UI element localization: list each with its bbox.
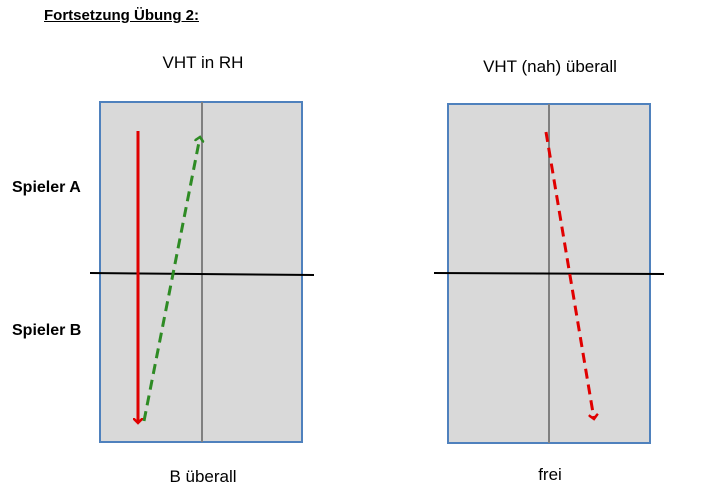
- table-1-caption: B überall: [169, 467, 237, 486]
- table-2-net: [433, 272, 665, 275]
- table-2-title: VHT (nah) überall: [483, 57, 617, 76]
- player-b-label: Spieler B: [12, 322, 82, 339]
- green-return-arrow: [142, 137, 200, 422]
- table-2-caption: frei: [538, 465, 562, 484]
- player-a-label: Spieler A: [12, 179, 81, 196]
- table-1-title: VHT in RH: [162, 53, 244, 72]
- exercise-heading: Fortsetzung Übung 2:: [44, 7, 199, 24]
- table-1-net: [89, 272, 315, 276]
- red-dashed-arrow: [544, 131, 594, 419]
